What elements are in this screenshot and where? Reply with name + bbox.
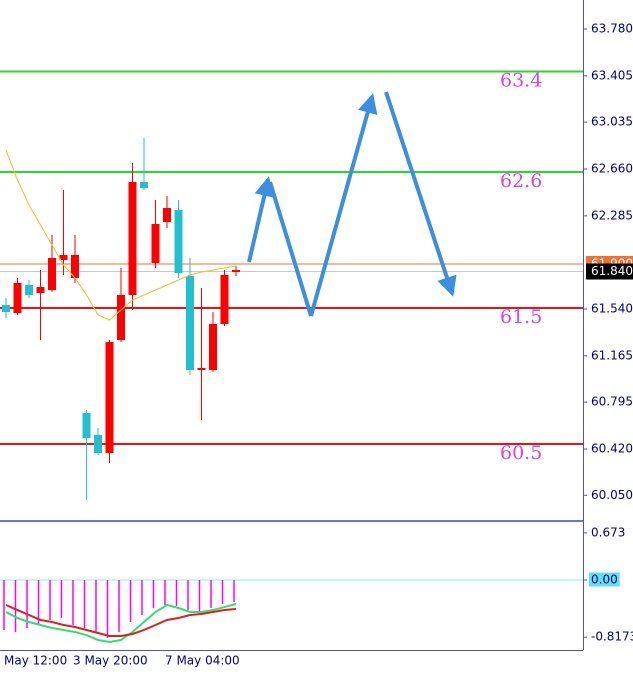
forecast-arrows <box>247 91 457 317</box>
candle-body <box>59 255 68 260</box>
y-tick-label: 63.035 <box>591 115 633 129</box>
candle-body <box>94 435 102 453</box>
level-label: 62.6 <box>500 170 542 192</box>
candle-body <box>128 182 137 295</box>
arrow <box>247 176 275 263</box>
y-tick-label: 62.660 <box>591 162 633 176</box>
price-label: 61.840 <box>591 264 633 278</box>
candle-body <box>174 210 183 273</box>
y-tick-label: 61.540 <box>591 302 633 316</box>
price-label-box <box>586 263 633 280</box>
candle-body <box>232 270 240 272</box>
y-tick-label: 60.420 <box>591 442 633 456</box>
candle-body <box>140 182 148 188</box>
level-label: 61.5 <box>500 306 542 328</box>
y-tick-label: 63.405 <box>591 68 633 82</box>
candle-body <box>36 287 45 293</box>
signal-line <box>5 604 237 638</box>
candle-body <box>117 295 125 340</box>
y-tick-label: 0.00 <box>591 573 618 587</box>
y-tick-label: 60.050 <box>591 488 633 502</box>
arrow <box>268 181 313 317</box>
y-tick-label: 62.285 <box>591 208 633 222</box>
y-tick-label: -0.8173 <box>591 630 633 644</box>
candle-body <box>209 324 217 370</box>
candle-body <box>2 305 10 312</box>
candle-body <box>186 276 194 370</box>
y-tick-label: 63.780 <box>591 22 633 36</box>
level-label: 63.4 <box>500 70 542 92</box>
level-label: 60.5 <box>500 442 542 464</box>
y-tick-label: 61.165 <box>591 348 633 362</box>
x-tick-label: 7 May 04:00 <box>165 654 240 668</box>
y-tick-label: 0.673 <box>591 525 625 539</box>
zero-label-box <box>589 572 620 587</box>
candle-body <box>151 224 160 263</box>
candle-body <box>197 368 206 370</box>
x-tick-label: 3 May 20:00 <box>73 654 148 668</box>
candle-body <box>13 283 22 313</box>
arrow <box>309 93 378 317</box>
signal-line <box>5 603 237 644</box>
x-tick-label: May 12:00 <box>4 654 67 668</box>
candle-body <box>105 342 114 453</box>
candle-body <box>163 208 171 222</box>
y-tick-label: 60.795 <box>591 395 633 409</box>
candle-body <box>48 258 56 290</box>
candle-body <box>25 285 33 295</box>
arrow <box>384 91 457 297</box>
candle-body <box>71 255 79 278</box>
moving-average <box>5 149 237 321</box>
candle-body <box>82 413 91 438</box>
candle-body <box>220 275 229 324</box>
